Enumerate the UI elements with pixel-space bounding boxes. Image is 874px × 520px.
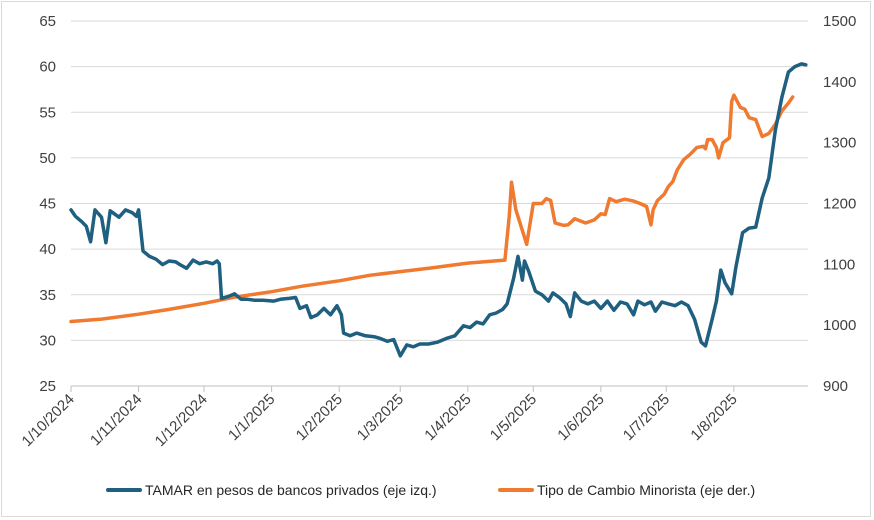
x-tick-label: 1/11/2024	[87, 391, 145, 449]
y-right-tick-label: 1500	[823, 13, 856, 30]
x-tick-label: 1/12/2024	[152, 391, 211, 450]
x-axis: 1/10/2024 1/11/2024 1/12/2024 1/1/2025 1/2/2…	[19, 385, 808, 450]
right-axis-ticks: 900 1000 1100 1200 1300 1400 1500	[823, 13, 856, 395]
y-right-tick-label: 900	[823, 378, 848, 395]
x-tick-label: 1/5/2025	[487, 391, 540, 444]
y-right-tick-label: 1300	[823, 135, 856, 152]
x-tick-label: 1/6/2025	[554, 391, 607, 444]
tipo-de-cambio-line	[69, 93, 795, 324]
y-right-tick-label: 1100	[823, 256, 855, 273]
y-left-tick-label: 30	[39, 332, 56, 349]
legend: TAMAR en pesos de bancos privados (eje i…	[106, 482, 755, 498]
y-left-tick-label: 55	[39, 104, 56, 121]
y-right-tick-label: 1000	[823, 317, 856, 334]
y-left-tick-label: 60	[39, 59, 56, 76]
y-left-tick-label: 40	[39, 241, 56, 258]
x-tick-label: 1/1/2025	[225, 391, 278, 444]
series-lines	[69, 62, 808, 358]
legend-item-tipo-de-cambio-label: Tipo de Cambio Minorista (eje der.)	[537, 482, 755, 498]
left-axis-ticks: 25 30 35 40 45 50 55 60 65	[39, 13, 56, 395]
x-tick-label: 1/2/2025	[293, 391, 346, 444]
legend-item-tamar-label: TAMAR en pesos de bancos privados (eje i…	[145, 482, 437, 498]
y-left-tick-label: 35	[39, 287, 56, 304]
x-tick-label: 1/10/2024	[19, 391, 78, 450]
y-right-tick-label: 1200	[823, 196, 856, 213]
tamar-line	[69, 62, 808, 358]
x-tick-label: 1/8/2025	[687, 391, 740, 444]
y-right-tick-label: 1400	[823, 74, 856, 91]
x-tick-label: 1/7/2025	[620, 391, 673, 444]
y-left-tick-label: 65	[39, 13, 56, 30]
y-left-tick-label: 50	[39, 150, 56, 167]
x-tick-label: 1/3/2025	[354, 391, 407, 444]
x-tick-label: 1/4/2025	[421, 391, 474, 444]
gridlines	[71, 20, 808, 341]
y-left-tick-label: 45	[39, 196, 56, 213]
y-left-tick-label: 25	[39, 378, 56, 395]
